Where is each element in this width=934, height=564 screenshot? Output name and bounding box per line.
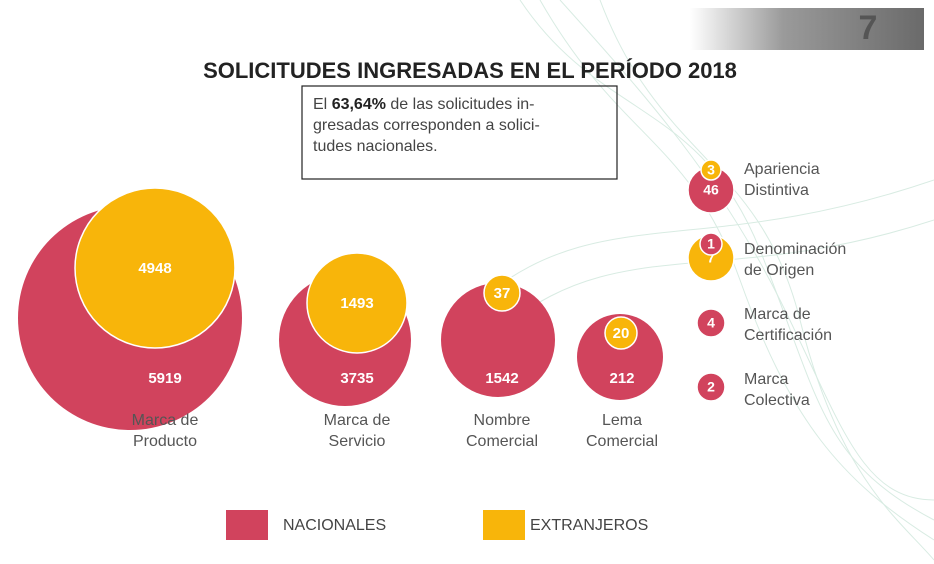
nacionales-circle <box>441 283 555 397</box>
nacionales-value: 46 <box>703 182 719 198</box>
extranjeros-circle <box>700 159 722 181</box>
legend-label: EXTRANJEROS <box>530 517 648 534</box>
extranjeros-value: 7 <box>707 250 715 266</box>
nacionales-value: 5919 <box>148 370 181 387</box>
nacionales-value: 1542 <box>485 370 518 387</box>
title: SOLICITUDES INGRESADAS EN EL PERÍODO 201… <box>203 58 737 83</box>
group-label: Nombre <box>474 412 531 429</box>
group-label: Distintiva <box>744 182 809 199</box>
group-label: de Origen <box>744 262 814 279</box>
extranjeros-value: 4948 <box>138 260 171 277</box>
nacionales-circle <box>577 314 663 400</box>
group-label: Marca de <box>324 412 391 429</box>
group-label: Marca <box>744 371 789 388</box>
nacionales-circle <box>699 232 723 256</box>
page-number: 7 <box>859 9 878 47</box>
extranjeros-value: 20 <box>613 325 630 342</box>
group-label: Comercial <box>466 433 538 450</box>
group-label: Colectiva <box>744 392 810 409</box>
legend-swatch <box>483 510 525 540</box>
legend-label: NACIONALES <box>283 517 386 534</box>
page-number-box <box>690 8 924 50</box>
legend-swatch <box>226 510 268 540</box>
group-label: Servicio <box>329 433 386 450</box>
group-label: Denominación <box>744 241 846 258</box>
callout-highlight: 63,64% <box>332 96 386 113</box>
callout-line: El 63,64% de las solicitudes in- <box>313 96 534 113</box>
group-label: Producto <box>133 433 197 450</box>
group-label: Comercial <box>586 433 658 450</box>
callout-box <box>301 85 618 180</box>
nacionales-circle <box>696 308 726 338</box>
nacionales-value: 4 <box>707 315 715 331</box>
group-label: Marca de <box>132 412 199 429</box>
extranjeros-value: 3 <box>707 162 715 178</box>
nacionales-value: 3735 <box>340 370 373 387</box>
extranjeros-circle <box>74 187 236 349</box>
extranjeros-value: 37 <box>494 285 511 302</box>
nacionales-value: 2 <box>707 379 715 395</box>
nacionales-value: 212 <box>609 370 634 387</box>
callout-line: tudes nacionales. <box>313 138 438 155</box>
group-label: Apariencia <box>744 161 820 178</box>
callout-line: gresadas corresponden a solici- <box>313 117 540 134</box>
group-label: Marca de <box>744 306 811 323</box>
nacionales-value: 1 <box>707 236 715 252</box>
callout-text: de las solicitudes in- <box>390 96 534 113</box>
extranjeros-value: 1493 <box>340 295 373 312</box>
callout-text: El <box>313 96 327 113</box>
group-label: Lema <box>602 412 642 429</box>
group-label: Certificación <box>744 327 832 344</box>
extranjeros-circle <box>306 252 408 354</box>
extranjeros-circle <box>483 274 521 312</box>
extranjeros-circle <box>604 316 638 350</box>
background-swirl <box>479 0 934 561</box>
nacionales-circle <box>696 372 726 402</box>
